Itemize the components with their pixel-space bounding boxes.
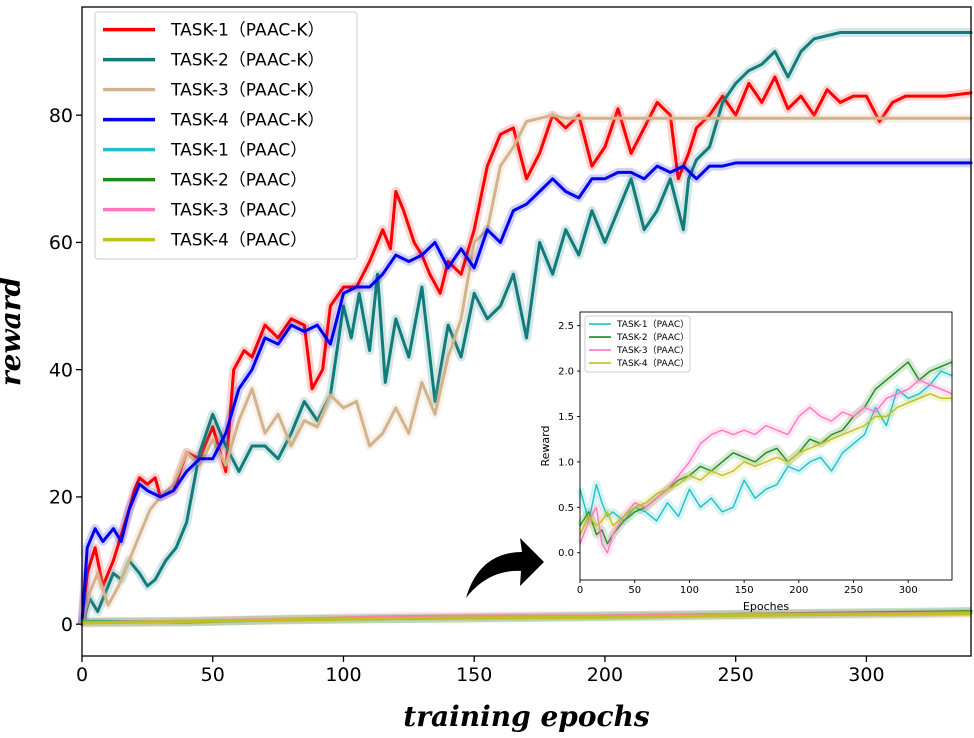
legend-label-1: TASK-1（PAAC-K）	[170, 21, 325, 41]
legend-label-6: TASK-2（PAAC）	[170, 171, 307, 191]
y-tick-label: 1.5	[558, 412, 574, 423]
x-axis-title: training epochs	[403, 700, 650, 733]
inset-plot: 0 50 100 150 200 250 300 0.0 0.5 1.0 1.5 2.0 2.5 Epoc…	[539, 311, 954, 613]
x-axis-title: Epoches	[743, 600, 789, 613]
legend-label-3: TASK-3（PAAC-K）	[170, 81, 325, 101]
y-tick-label: 0	[61, 614, 73, 636]
legend-box	[584, 315, 691, 373]
x-tick-label: 0	[577, 585, 583, 596]
x-tick-label: 100	[325, 664, 361, 686]
x-tick-label: 300	[899, 585, 918, 596]
x-tick-label: 150	[735, 585, 754, 596]
x-tick-label: 300	[848, 664, 884, 686]
y-tick-label: 2.5	[558, 321, 574, 332]
y-tick-label: 0.5	[558, 503, 574, 514]
y-tick-label: 80	[49, 105, 73, 127]
legend-label-7: TASK-3（PAAC）	[170, 201, 307, 221]
x-tick-label: 50	[201, 664, 225, 686]
x-tick-label: 100	[680, 585, 699, 596]
y-axis-title: reward	[0, 277, 27, 386]
series-line-8	[80, 611, 973, 625]
legend-box	[94, 11, 358, 260]
legend: TASK-1（PAAC） TASK-2（PAAC） TASK-3（PAAC） TASK…	[584, 315, 691, 373]
series-line-3	[80, 113, 973, 626]
series-line-4	[579, 393, 953, 536]
legend-label-8: TASK-4（PAAC）	[170, 231, 307, 251]
legend-label-2: TASK-2（PAAC-K）	[170, 51, 325, 71]
plot-frame	[81, 6, 972, 657]
main-plot: 0 50 100 150 200 250 300 0 20 40 60 80 training epoc…	[0, 6, 973, 733]
series-line-2	[80, 31, 973, 626]
y-tick-label: 60	[49, 232, 73, 254]
y-tick-label: 20	[49, 487, 73, 509]
arrow-icon	[466, 538, 544, 598]
legend-label-2: TASK-2（PAAC）	[616, 332, 689, 343]
x-tick-label: 50	[628, 585, 641, 596]
x-tick-label: 250	[844, 585, 863, 596]
x-tick-label: 0	[76, 664, 88, 686]
legend: TASK-1（PAAC-K） TASK-2（PAAC-K） TASK-3（PAAC-…	[94, 11, 358, 260]
y-tick-label: 2.0	[558, 367, 574, 378]
legend-label-1: TASK-1（PAAC）	[616, 319, 689, 330]
y-tick-label: 1.0	[558, 457, 574, 468]
series-line-2	[579, 361, 953, 545]
series-line-4	[80, 161, 973, 626]
y-axis-title: Reward	[539, 426, 552, 467]
y-tick-label: 40	[49, 359, 73, 381]
legend-label-4: TASK-4（PAAC-K）	[170, 111, 325, 131]
y-tick-label: 0.0	[558, 548, 574, 559]
x-tick-label: 250	[718, 664, 754, 686]
legend-label-5: TASK-1（PAAC）	[170, 141, 307, 161]
legend-label-4: TASK-4（PAAC）	[616, 358, 689, 369]
legend-label-3: TASK-3（PAAC）	[616, 345, 689, 356]
x-tick-label: 200	[789, 585, 808, 596]
plot-frame	[579, 311, 953, 581]
x-tick-label: 150	[456, 664, 492, 686]
x-tick-label: 200	[587, 664, 623, 686]
